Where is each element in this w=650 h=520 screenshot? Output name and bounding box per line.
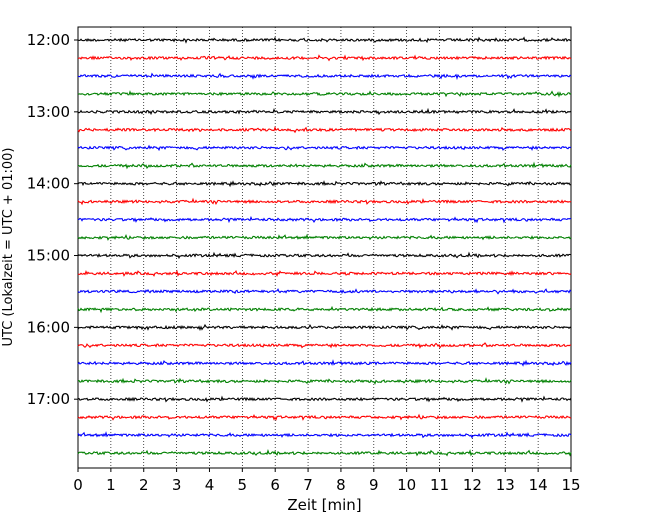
- trace-line: [77, 72, 572, 81]
- x-axis-label: Zeit [min]: [287, 496, 361, 514]
- y-axis-ticks: 12:00 13:00 14:00 15:00 16:00 17:00: [27, 31, 78, 408]
- trace-line: [77, 125, 572, 134]
- plot-area: [77, 26, 572, 469]
- y-tick-label: 14:00: [27, 175, 70, 193]
- trace-line: [77, 215, 571, 224]
- trace-line: [77, 359, 572, 367]
- x-tick-label: 12: [463, 476, 482, 494]
- trace-line: [77, 288, 572, 295]
- y-axis-label: UTC (Lokalzeit = UTC + 01:00): [1, 148, 16, 347]
- y-tick-label: 17:00: [27, 390, 70, 408]
- x-tick-label: 3: [172, 476, 182, 494]
- x-tick-label: 4: [205, 476, 215, 494]
- x-tick-label: 13: [496, 476, 515, 494]
- y-tick-label: 12:00: [27, 31, 70, 49]
- x-tick-label: 5: [238, 476, 248, 494]
- trace-line: [77, 107, 572, 116]
- trace-line: [77, 323, 572, 332]
- x-tick-label: 1: [106, 476, 116, 494]
- x-tick-label: 10: [397, 476, 416, 494]
- x-tick-label: 0: [73, 476, 83, 494]
- trace-line: [77, 144, 572, 152]
- trace-line: [77, 197, 572, 206]
- trace-line: [77, 269, 572, 278]
- trace-line: [77, 233, 572, 241]
- x-axis-ticks: 0 1 2 3 4 5 6 7 8 9 10 11 12 13 14 15: [73, 468, 581, 494]
- trace-line: [77, 342, 572, 349]
- trace-line: [77, 36, 572, 44]
- trace-line: [77, 431, 572, 439]
- trace-line: [77, 395, 572, 403]
- trace-line: [77, 161, 572, 170]
- trace-line: [77, 251, 572, 260]
- x-tick-label: 7: [303, 476, 313, 494]
- x-tick-label: 15: [561, 476, 580, 494]
- trace-line: [77, 413, 572, 421]
- x-tick-label: 2: [139, 476, 149, 494]
- y-tick-label: 16:00: [27, 318, 70, 336]
- trace-line: [77, 180, 572, 188]
- trace-line: [77, 54, 572, 62]
- trace-lines: [77, 36, 572, 457]
- x-tick-label: 6: [270, 476, 280, 494]
- x-tick-label: 14: [529, 476, 548, 494]
- y-tick-label: 15:00: [27, 247, 70, 265]
- x-tick-label: 11: [430, 476, 449, 494]
- x-tick-label: 9: [369, 476, 379, 494]
- trace-line: [77, 377, 572, 385]
- x-tick-label: 8: [336, 476, 346, 494]
- trace-line: [77, 305, 572, 314]
- trace-line: [77, 90, 572, 98]
- trace-line: [77, 449, 572, 457]
- y-tick-label: 13:00: [27, 103, 70, 121]
